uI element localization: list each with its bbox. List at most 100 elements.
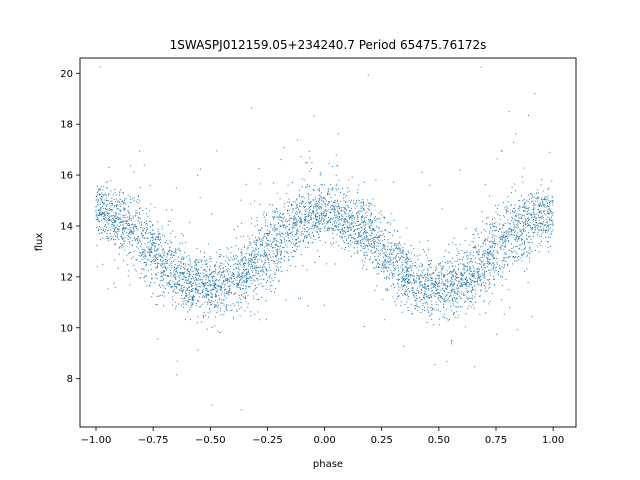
data-point: [166, 260, 168, 262]
data-point: [545, 229, 547, 231]
data-point: [444, 262, 446, 264]
data-point: [232, 275, 234, 277]
data-point: [312, 224, 314, 226]
data-point: [299, 210, 301, 212]
data-point: [101, 213, 103, 215]
data-point: [323, 201, 325, 203]
data-point: [177, 272, 179, 274]
data-point: [106, 236, 108, 238]
data-point: [486, 238, 488, 240]
data-point: [216, 311, 218, 313]
data-point: [250, 259, 252, 261]
data-point: [462, 256, 464, 258]
data-point: [319, 255, 320, 257]
data-point: [493, 267, 495, 269]
data-point: [175, 187, 177, 189]
data-point: [393, 275, 395, 277]
data-point: [235, 245, 237, 247]
data-point: [371, 242, 373, 244]
data-point: [480, 266, 482, 268]
data-point: [548, 209, 550, 210]
data-point: [258, 272, 260, 274]
data-point: [255, 237, 256, 239]
data-point: [179, 272, 180, 274]
data-point: [542, 216, 544, 218]
data-point: [364, 209, 366, 211]
data-point: [303, 240, 305, 242]
data-point: [265, 222, 267, 224]
data-point: [472, 280, 474, 282]
data-point: [502, 236, 503, 238]
data-point: [312, 210, 314, 212]
data-point: [124, 220, 126, 222]
data-point: [361, 259, 363, 261]
data-point: [151, 273, 153, 275]
data-point: [473, 273, 475, 275]
data-point: [98, 188, 100, 190]
data-point: [470, 281, 472, 283]
data-point: [301, 231, 303, 232]
data-point: [169, 247, 171, 249]
data-point: [287, 240, 289, 242]
data-point: [312, 221, 314, 223]
data-point: [264, 246, 266, 248]
data-point: [306, 234, 308, 236]
data-point: [421, 265, 423, 267]
data-point: [201, 321, 203, 323]
data-point: [541, 205, 543, 207]
data-point: [324, 215, 326, 217]
data-point: [184, 252, 186, 254]
data-point: [478, 237, 480, 239]
data-point: [170, 257, 172, 259]
data-point: [259, 245, 261, 247]
data-point: [477, 269, 479, 271]
data-point: [365, 244, 367, 246]
data-point: [490, 253, 492, 255]
data-point: [281, 232, 283, 234]
data-point: [487, 249, 488, 250]
data-point: [314, 203, 316, 205]
data-point: [253, 298, 255, 300]
data-point: [117, 216, 118, 218]
data-point: [292, 209, 294, 211]
data-point: [209, 284, 211, 286]
data-point: [489, 241, 490, 243]
data-point: [350, 255, 352, 257]
data-point: [256, 238, 258, 240]
data-point: [316, 205, 317, 207]
data-point: [494, 204, 496, 206]
data-point: [205, 287, 207, 289]
data-point: [307, 234, 309, 235]
data-point: [143, 164, 145, 166]
data-point: [248, 269, 249, 271]
data-point: [376, 237, 378, 239]
data-point: [480, 66, 482, 68]
data-point: [390, 243, 392, 245]
data-point: [490, 245, 491, 247]
data-point: [149, 285, 151, 287]
data-point: [280, 224, 282, 226]
data-point: [238, 268, 240, 270]
data-point: [266, 232, 268, 234]
data-point: [421, 266, 423, 268]
data-point: [445, 279, 447, 281]
data-point: [465, 227, 467, 229]
data-point: [286, 220, 288, 222]
data-point: [405, 293, 407, 295]
data-point: [401, 255, 403, 257]
data-point: [461, 285, 463, 287]
data-point: [387, 290, 389, 291]
data-point: [371, 220, 373, 221]
data-point: [216, 306, 218, 308]
data-point: [423, 297, 425, 299]
data-point: [143, 277, 145, 279]
data-point: [500, 275, 502, 277]
data-point: [161, 260, 163, 262]
data-point: [327, 201, 329, 203]
data-point: [515, 215, 517, 217]
data-point: [177, 275, 179, 277]
data-point: [391, 253, 393, 255]
data-point: [122, 238, 124, 240]
data-point: [229, 288, 231, 290]
data-point: [505, 236, 506, 238]
